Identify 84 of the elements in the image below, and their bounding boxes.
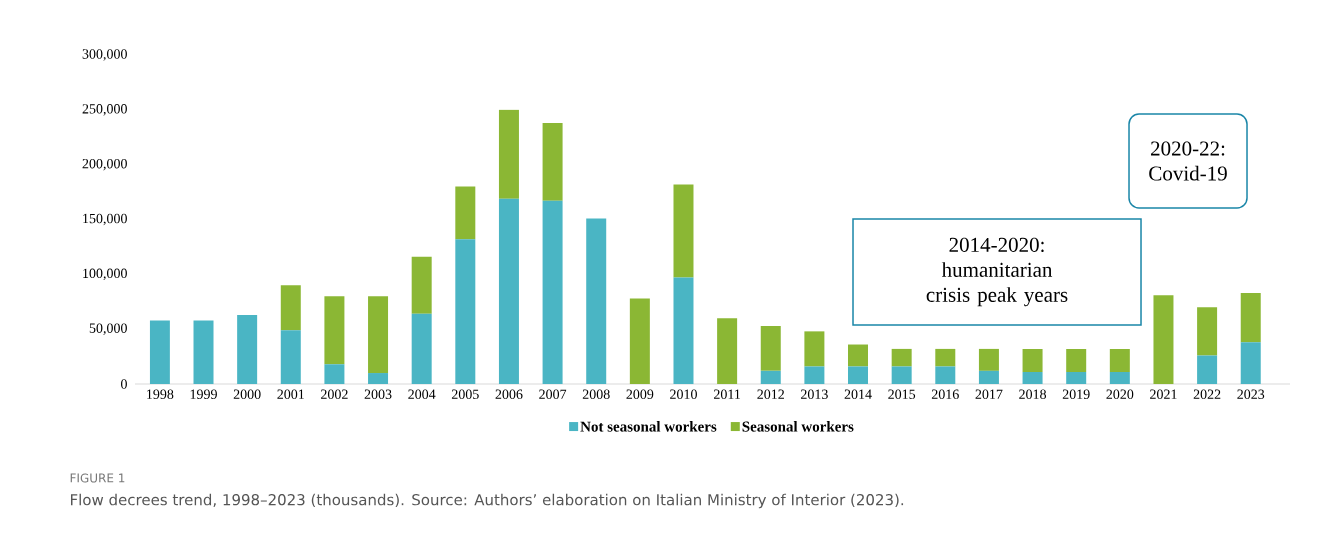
bar xyxy=(1022,371,1043,384)
bar xyxy=(935,348,956,367)
x-tick-label: 2007 xyxy=(539,389,567,399)
bar xyxy=(1240,342,1261,384)
y-tick-label: 150,000 xyxy=(83,213,127,226)
bar xyxy=(542,122,563,201)
x-tick-label: 2002 xyxy=(321,389,348,399)
bar xyxy=(1153,295,1174,384)
x-tick-label: 2009 xyxy=(626,389,654,399)
bar xyxy=(237,314,258,384)
annotation: 2020-22: Covid-19 xyxy=(1149,141,1227,181)
bar xyxy=(760,370,781,384)
bar xyxy=(978,348,999,371)
x-tick-label: 2006 xyxy=(495,389,523,399)
bar xyxy=(673,184,694,278)
x-tick-label: 2011 xyxy=(713,389,741,399)
bar xyxy=(280,330,301,384)
bar xyxy=(455,239,476,384)
x-tick-label: 2015 xyxy=(888,389,916,399)
x-tick-label: 2019 xyxy=(1062,389,1090,399)
bar xyxy=(193,320,214,384)
annotation: 2014-2020: humanitarian crisis peak years xyxy=(926,237,1068,307)
bar xyxy=(368,296,389,374)
x-tick-label: 2008 xyxy=(582,389,610,399)
bar xyxy=(760,325,781,371)
x-tick-label: 2022 xyxy=(1193,389,1221,399)
x-tick-label: 2021 xyxy=(1150,389,1177,399)
bar xyxy=(280,285,301,331)
bar xyxy=(1022,348,1043,372)
x-tick-label: 2013 xyxy=(801,389,828,399)
bar xyxy=(978,370,999,384)
y-tick-label: 100,000 xyxy=(83,268,127,281)
bar xyxy=(629,298,650,384)
bar xyxy=(324,296,345,365)
x-tick-label: 2001 xyxy=(277,389,304,399)
x-tick-label: 2016 xyxy=(931,389,959,399)
x-tick-label: 2018 xyxy=(1019,389,1047,399)
legend-label: Seasonal workers xyxy=(742,421,854,432)
x-tick-label: 2023 xyxy=(1237,389,1265,399)
x-tick-label: 2010 xyxy=(670,389,697,399)
bar xyxy=(149,320,170,384)
legend-label: Not seasonal workers xyxy=(580,421,717,432)
bar xyxy=(411,256,432,314)
caption: FIGURE 1 xyxy=(70,473,125,483)
bar xyxy=(586,218,607,384)
x-tick-label: 2004 xyxy=(408,389,436,399)
y-tick-label: 50,000 xyxy=(89,323,127,335)
y-tick-label: 200,000 xyxy=(82,158,127,171)
y-tick-label: 250,000 xyxy=(82,104,127,116)
y-tick-label: 300,000 xyxy=(82,49,127,61)
x-tick-label: 1998 xyxy=(147,389,174,399)
bar xyxy=(717,318,738,384)
bar xyxy=(891,366,912,384)
x-tick-label: 2000 xyxy=(233,389,261,399)
bar xyxy=(498,109,519,199)
bar xyxy=(324,364,345,384)
y-tick-label: 0 xyxy=(121,379,127,389)
x-tick-label: 2017 xyxy=(975,389,1003,399)
x-tick-label: 2012 xyxy=(757,389,784,399)
bar xyxy=(1197,355,1218,384)
bar xyxy=(1109,348,1130,372)
bar xyxy=(1197,307,1218,356)
bar xyxy=(498,198,519,384)
bar xyxy=(1109,371,1130,384)
bar xyxy=(1066,371,1087,384)
x-tick-label: 2020 xyxy=(1106,389,1134,399)
x-tick-label: 2005 xyxy=(451,389,479,399)
bar xyxy=(848,366,869,384)
bar xyxy=(804,366,825,384)
bar xyxy=(804,331,825,367)
text: Flow decrees trend, 1998–2023 (thousands). Source: Authors’ elaboration on Italian Ministry of Interior (2023). xyxy=(71,493,904,509)
bar xyxy=(368,373,389,384)
bar xyxy=(848,344,869,367)
x-tick-label: 2003 xyxy=(364,389,392,399)
bar xyxy=(411,313,432,384)
x-tick-label: 2014 xyxy=(844,389,872,399)
bar xyxy=(1240,292,1261,343)
bar xyxy=(935,366,956,384)
bar xyxy=(891,348,912,367)
bar xyxy=(1066,348,1087,372)
bar xyxy=(542,200,563,384)
bar xyxy=(455,186,476,240)
bar xyxy=(673,277,694,384)
x-tick-label: 1999 xyxy=(190,389,217,399)
